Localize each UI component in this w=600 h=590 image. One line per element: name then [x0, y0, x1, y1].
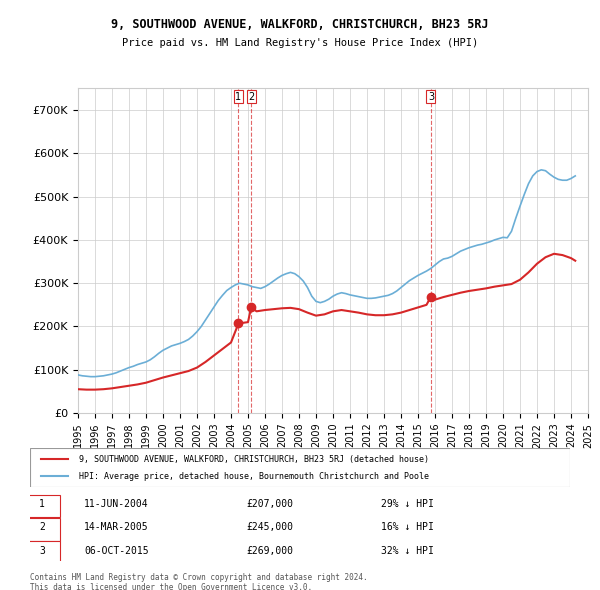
Text: 3: 3	[39, 546, 45, 556]
Text: 9, SOUTHWOOD AVENUE, WALKFORD, CHRISTCHURCH, BH23 5RJ: 9, SOUTHWOOD AVENUE, WALKFORD, CHRISTCHU…	[111, 18, 489, 31]
Text: 1: 1	[235, 91, 242, 101]
FancyBboxPatch shape	[25, 542, 60, 564]
Text: 2: 2	[39, 522, 45, 532]
Text: 9, SOUTHWOOD AVENUE, WALKFORD, CHRISTCHURCH, BH23 5RJ (detached house): 9, SOUTHWOOD AVENUE, WALKFORD, CHRISTCHU…	[79, 455, 428, 464]
Text: £207,000: £207,000	[246, 499, 293, 509]
Text: 29% ↓ HPI: 29% ↓ HPI	[381, 499, 434, 509]
FancyBboxPatch shape	[30, 448, 570, 487]
Text: £269,000: £269,000	[246, 546, 293, 556]
Text: 3: 3	[428, 91, 434, 101]
FancyBboxPatch shape	[25, 518, 60, 540]
Text: 14-MAR-2005: 14-MAR-2005	[84, 522, 149, 532]
Text: £245,000: £245,000	[246, 522, 293, 532]
Text: 06-OCT-2015: 06-OCT-2015	[84, 546, 149, 556]
FancyBboxPatch shape	[25, 494, 60, 517]
Text: 32% ↓ HPI: 32% ↓ HPI	[381, 546, 434, 556]
Text: 1: 1	[39, 499, 45, 509]
Text: 2: 2	[248, 91, 254, 101]
Text: This data is licensed under the Open Government Licence v3.0.: This data is licensed under the Open Gov…	[30, 583, 312, 590]
Text: Contains HM Land Registry data © Crown copyright and database right 2024.: Contains HM Land Registry data © Crown c…	[30, 573, 368, 582]
Text: 11-JUN-2004: 11-JUN-2004	[84, 499, 149, 509]
Text: 16% ↓ HPI: 16% ↓ HPI	[381, 522, 434, 532]
Text: HPI: Average price, detached house, Bournemouth Christchurch and Poole: HPI: Average price, detached house, Bour…	[79, 471, 428, 480]
Text: Price paid vs. HM Land Registry's House Price Index (HPI): Price paid vs. HM Land Registry's House …	[122, 38, 478, 48]
